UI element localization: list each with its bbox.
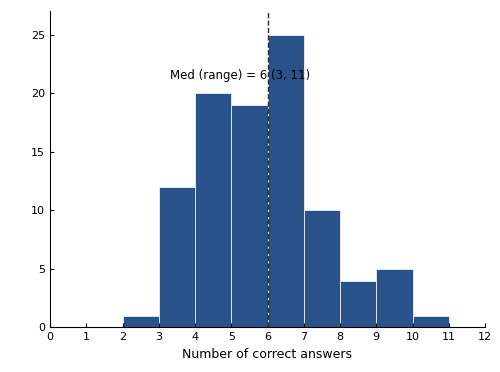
Bar: [231, 105, 268, 327]
Bar: [159, 187, 195, 327]
Bar: [412, 316, 449, 327]
Bar: [268, 35, 304, 327]
Bar: [122, 316, 159, 327]
Bar: [340, 280, 376, 327]
Bar: [376, 269, 412, 327]
X-axis label: Number of correct answers: Number of correct answers: [182, 348, 352, 361]
Bar: [304, 210, 340, 327]
Text: Med (range) = 6 (3, 11): Med (range) = 6 (3, 11): [170, 69, 310, 82]
Bar: [195, 93, 231, 327]
